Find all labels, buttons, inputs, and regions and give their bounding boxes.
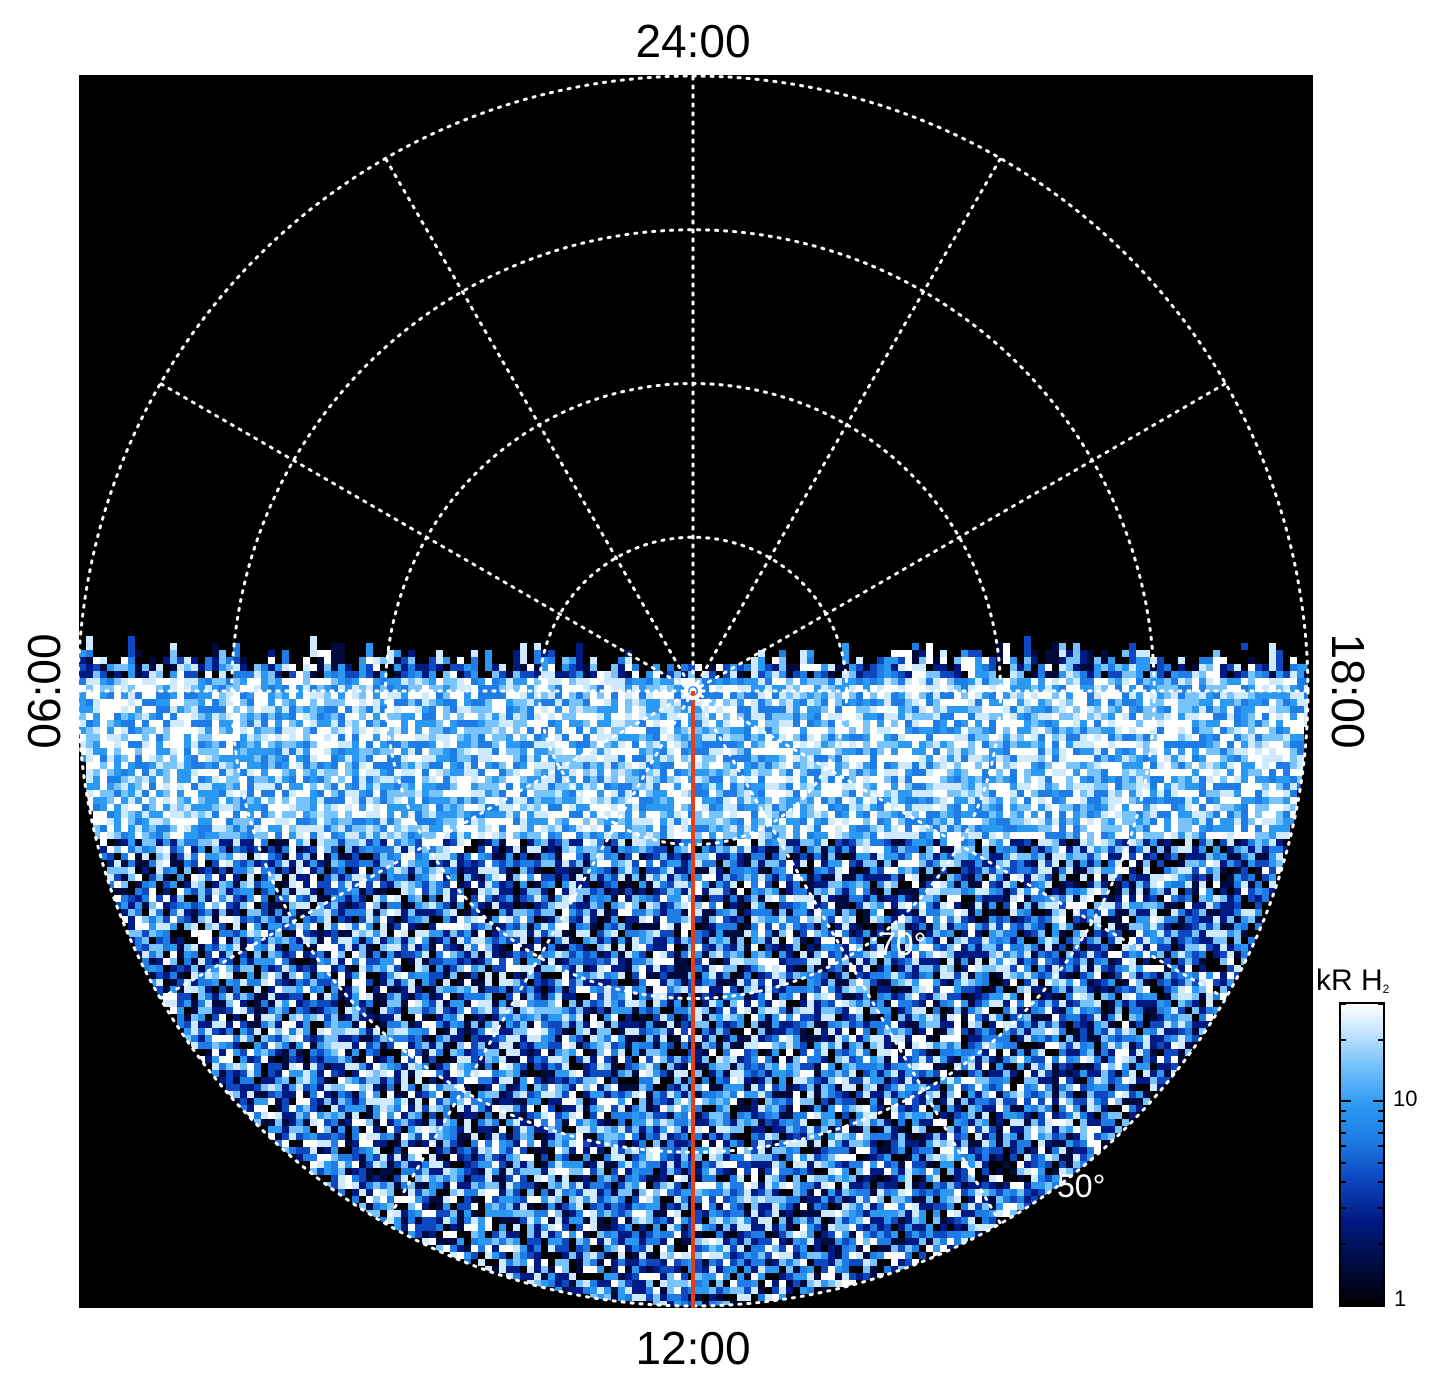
latitude-label-70: 70° [878, 926, 927, 962]
colorbar-tick-mark [1341, 1145, 1346, 1148]
colorbar-tick-mark [1378, 1131, 1383, 1134]
polar-projection-map [79, 75, 1310, 1308]
colorbar-title: kR H2 [1316, 964, 1390, 997]
colorbar-tick-mark [1378, 1003, 1383, 1005]
polar-map-frame [79, 75, 1313, 1308]
colorbar-tick-mark [1373, 1100, 1383, 1103]
colorbar-tick-mark [1341, 1131, 1346, 1134]
colorbar-tick-mark [1341, 1038, 1346, 1041]
colorbar-tick-mark [1341, 1100, 1351, 1103]
colorbar-tick-mark [1341, 1304, 1351, 1306]
colorbar-tick-mark [1378, 1038, 1383, 1041]
colorbar-tick-mark [1378, 1181, 1383, 1184]
colorbar-tick-mark [1378, 1206, 1383, 1209]
auroral-emission-heatmap [79, 636, 1308, 1306]
local-time-label-12: 12:00 [635, 1322, 751, 1374]
local-time-label-06: 06:00 [18, 633, 70, 749]
colorbar-tick-mark [1341, 1003, 1346, 1005]
colorbar-tick-mark [1373, 1304, 1383, 1306]
colorbar-tick-mark [1341, 1161, 1346, 1164]
local-time-spoke-16 [691, 689, 1228, 1000]
colorbar-tick-mark [1341, 1109, 1346, 1112]
local-time-spoke-8 [158, 689, 695, 1000]
colorbar-tick-mark [1341, 1206, 1346, 1209]
colorbar-tick-mark [1378, 1109, 1383, 1112]
colorbar-tick-mark [1341, 1181, 1346, 1184]
colorbar-tick-10: 10 [1393, 1086, 1418, 1111]
colorbar-tick-mark [1378, 1145, 1383, 1148]
colorbar-tick-mark [1378, 1120, 1383, 1122]
local-time-spoke-10 [384, 689, 695, 1226]
local-time-spoke-4 [158, 382, 695, 693]
local-time-spoke-22 [691, 156, 1002, 693]
colorbar-tick-mark [1341, 1120, 1346, 1122]
latitude-label-50: 50° [1057, 1168, 1106, 1204]
local-time-label-18: 18:00 [1322, 633, 1374, 749]
local-time-label-24: 24:00 [635, 15, 751, 67]
local-time-spoke-2 [384, 156, 695, 693]
local-time-spoke-20 [691, 382, 1228, 693]
colorbar-tick-mark [1378, 1242, 1383, 1245]
pole-marker [684, 682, 702, 700]
colorbar-tick-1: 1 [1394, 1286, 1407, 1311]
colorbar [1339, 1002, 1385, 1307]
colorbar-tick-mark [1378, 1161, 1383, 1164]
colorbar-tick-mark [1341, 1242, 1346, 1245]
local-time-spoke-14 [691, 689, 1002, 1226]
